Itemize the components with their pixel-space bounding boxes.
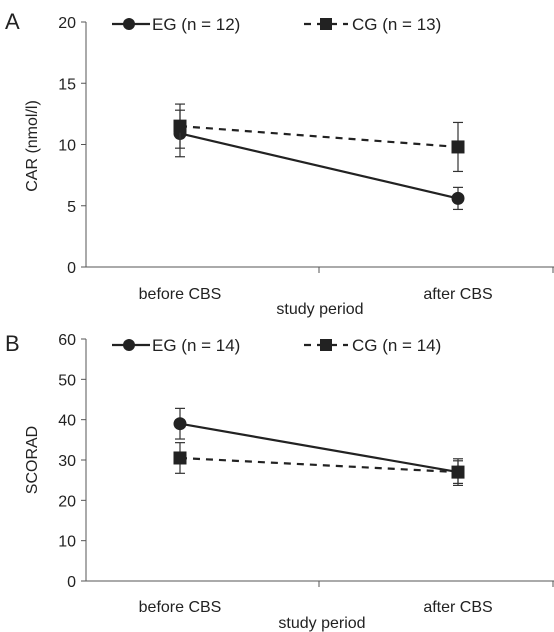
data-point-cg <box>173 451 187 465</box>
legend-a-eg-label: EG (n = 12) <box>152 15 240 34</box>
y-tick-label: 10 <box>58 534 76 551</box>
panel-a-label: A <box>5 9 20 34</box>
panel-a-x-axis-label: study period <box>276 301 363 318</box>
y-tick-label: 0 <box>67 574 76 591</box>
x-tick-label: after CBS <box>423 286 492 303</box>
y-tick-label: 20 <box>58 15 76 32</box>
y-tick-label: 50 <box>58 372 76 389</box>
panel-a: A CAR (nmol/l) study period EG (n = 12) … <box>5 9 554 318</box>
x-tick-label: after CBS <box>423 599 492 616</box>
data-point-cg <box>451 140 465 154</box>
legend-a-cg-label: CG (n = 13) <box>352 15 441 34</box>
panel-a-plot: 0 5 10 15 20 before CBS after CBS <box>58 15 554 303</box>
y-tick-label: 40 <box>58 413 76 430</box>
panel-b: B SCORAD study period EG (n = 14) CG (n … <box>5 331 554 632</box>
y-tick-label: 5 <box>67 199 76 216</box>
data-point-eg <box>451 191 465 205</box>
x-tick-label: before CBS <box>139 599 222 616</box>
y-tick-label: 15 <box>58 76 76 93</box>
y-tick-label: 10 <box>58 138 76 155</box>
data-point-cg <box>451 465 465 479</box>
y-tick-label: 0 <box>67 260 76 277</box>
data-point-cg <box>173 119 187 133</box>
panel-a-legend: EG (n = 12) CG (n = 13) <box>112 15 441 34</box>
panel-a-y-axis-label: CAR (nmol/l) <box>24 100 41 192</box>
panel-b-y-axis-label: SCORAD <box>24 426 41 494</box>
panel-b-label: B <box>5 331 20 356</box>
legend-b-eg-marker <box>123 339 135 351</box>
panel-b-plot: 0 10 20 30 40 50 60 before CBS after CBS <box>58 332 554 616</box>
y-tick-label: 30 <box>58 453 76 470</box>
y-tick-label: 20 <box>58 493 76 510</box>
panel-b-legend: EG (n = 14) CG (n = 14) <box>112 336 441 355</box>
y-tick-label: 60 <box>58 332 76 349</box>
series-line-eg <box>179 132 459 200</box>
series-line-eg <box>179 422 459 474</box>
legend-a-eg-marker <box>123 18 135 30</box>
data-point-eg <box>173 417 187 431</box>
legend-b-eg-label: EG (n = 14) <box>152 336 240 355</box>
x-tick-label: before CBS <box>139 286 222 303</box>
legend-b-cg-label: CG (n = 14) <box>352 336 441 355</box>
legend-a-cg-marker <box>320 18 332 30</box>
panel-b-x-axis-label: study period <box>278 615 365 632</box>
legend-b-cg-marker <box>320 339 332 351</box>
